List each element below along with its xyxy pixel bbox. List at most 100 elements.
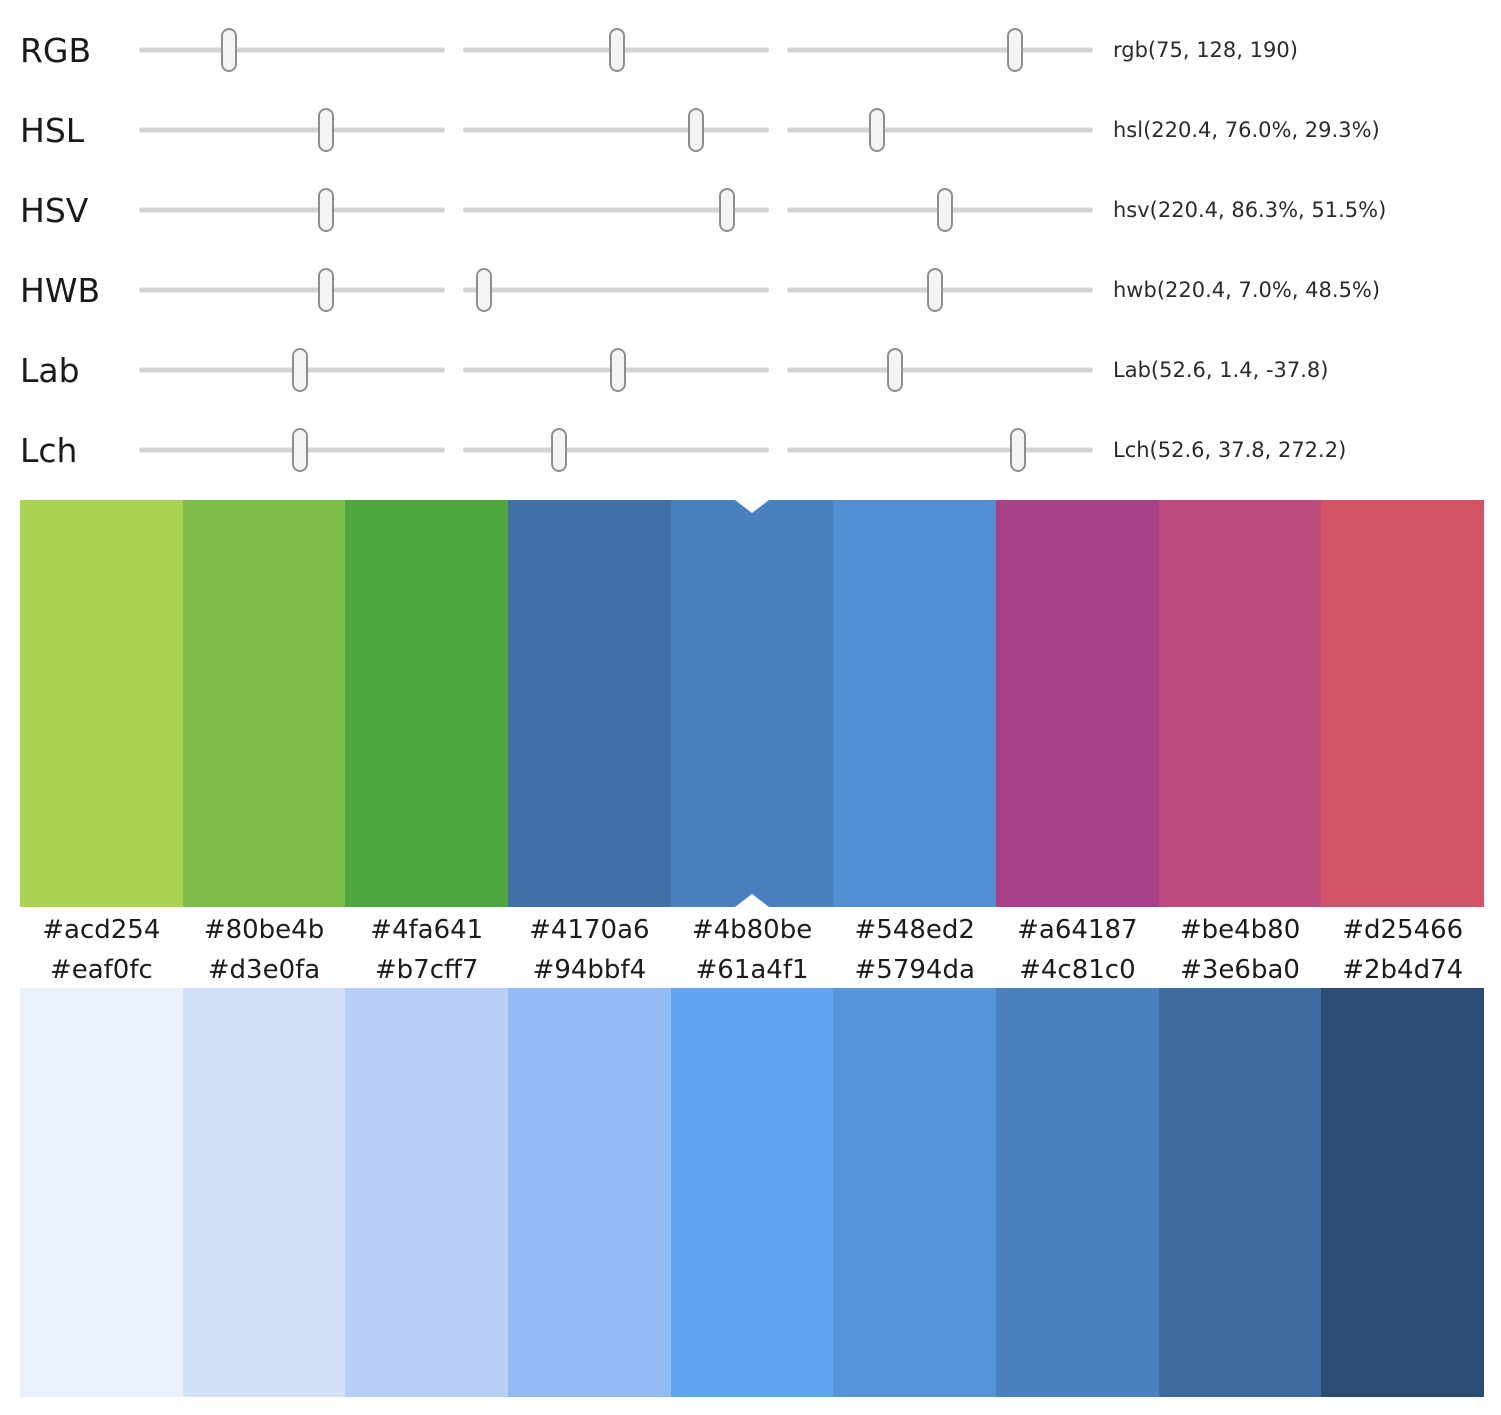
selection-notch-top-icon bbox=[735, 500, 769, 513]
palette-swatch[interactable] bbox=[182, 500, 346, 907]
hsv-value-slider[interactable] bbox=[787, 170, 1093, 250]
palette-swatch[interactable] bbox=[20, 988, 183, 1397]
slider-track[interactable] bbox=[463, 127, 769, 133]
rgb-blue-slider[interactable] bbox=[787, 10, 1093, 90]
slider-track[interactable] bbox=[139, 47, 445, 53]
hsv-saturation-slider[interactable] bbox=[463, 170, 769, 250]
hex-label: #d25466 bbox=[1342, 914, 1464, 945]
palette-swatch[interactable] bbox=[833, 988, 997, 1397]
slider-thumb[interactable] bbox=[609, 348, 626, 392]
slider-track[interactable] bbox=[463, 447, 769, 453]
palette-swatch[interactable] bbox=[508, 988, 671, 1397]
rgb-red-slider[interactable] bbox=[139, 10, 445, 90]
hex-label: #4170a6 bbox=[529, 914, 650, 945]
palette-swatch[interactable] bbox=[1321, 988, 1485, 1397]
slider-thumb[interactable] bbox=[291, 428, 308, 472]
slider-row-lab: Lab Lab(52.6, 1.4, -37.8) bbox=[0, 330, 1501, 410]
lab-a-slider[interactable] bbox=[463, 330, 769, 410]
hex-label: #61a4f1 bbox=[695, 955, 809, 985]
hex-label: #5794da bbox=[854, 955, 975, 985]
slider-row-lch: Lch Lch(52.6, 37.8, 272.2) bbox=[0, 410, 1501, 490]
palette-swatch[interactable] bbox=[1321, 500, 1485, 907]
harmony-hex-labels: #acd254 #80be4b #4fa641 #4170a6 #4b80be … bbox=[20, 907, 1484, 952]
slider-row-rgb: RGB rgb(75, 128, 190) bbox=[0, 10, 1501, 90]
row-label-rgb: RGB bbox=[20, 30, 92, 70]
lch-l-slider[interactable] bbox=[139, 410, 445, 490]
slider-track[interactable] bbox=[787, 127, 1093, 133]
lab-value-readout: Lab(52.6, 1.4, -37.8) bbox=[1113, 358, 1329, 382]
lightness-hex-labels: #eaf0fc #d3e0fa #b7cff7 #94bbf4 #61a4f1 … bbox=[20, 952, 1484, 988]
palette-swatch[interactable] bbox=[20, 500, 183, 907]
row-label-hwb: HWB bbox=[20, 270, 101, 310]
lch-chroma-slider[interactable] bbox=[463, 410, 769, 490]
slider-thumb[interactable] bbox=[936, 188, 953, 232]
hwb-hue-slider[interactable] bbox=[139, 250, 445, 330]
palette-swatch[interactable] bbox=[1158, 988, 1322, 1397]
palette-swatch[interactable] bbox=[833, 500, 997, 907]
selection-notch-bottom-icon bbox=[735, 894, 769, 907]
hex-label: #4b80be bbox=[691, 914, 813, 945]
slider-track[interactable] bbox=[787, 447, 1093, 453]
hsl-saturation-slider[interactable] bbox=[463, 90, 769, 170]
slider-thumb[interactable] bbox=[687, 108, 704, 152]
slider-track[interactable] bbox=[787, 367, 1093, 373]
slider-thumb[interactable] bbox=[318, 108, 335, 152]
rgb-green-slider[interactable] bbox=[463, 10, 769, 90]
palette-swatch-selected[interactable] bbox=[670, 500, 834, 907]
slider-track[interactable] bbox=[787, 47, 1093, 53]
hex-label: #be4b80 bbox=[1179, 914, 1301, 945]
slider-thumb[interactable] bbox=[551, 428, 568, 472]
palette-swatch[interactable] bbox=[670, 988, 834, 1397]
slider-track[interactable] bbox=[139, 127, 445, 133]
lch-hue-slider[interactable] bbox=[787, 410, 1093, 490]
row-label-hsv: HSV bbox=[20, 190, 89, 230]
slider-row-hsv: HSV hsv(220.4, 86.3%, 51.5%) bbox=[0, 170, 1501, 250]
palette-swatch[interactable] bbox=[996, 988, 1159, 1397]
slider-row-hsl: HSL hsl(220.4, 76.0%, 29.3%) bbox=[0, 90, 1501, 170]
hex-label: #d3e0fa bbox=[207, 955, 321, 985]
hex-label: #2b4d74 bbox=[1342, 955, 1464, 985]
slider-thumb[interactable] bbox=[886, 348, 903, 392]
hex-label: #4fa641 bbox=[370, 914, 484, 945]
palette-swatch[interactable] bbox=[345, 988, 509, 1397]
hsl-lightness-slider[interactable] bbox=[787, 90, 1093, 170]
hex-label: #b7cff7 bbox=[374, 955, 479, 985]
slider-thumb[interactable] bbox=[608, 28, 625, 72]
slider-thumb[interactable] bbox=[221, 28, 237, 72]
slider-thumb[interactable] bbox=[476, 268, 493, 312]
slider-thumb[interactable] bbox=[927, 268, 944, 312]
slider-thumb[interactable] bbox=[318, 268, 335, 312]
palette-swatch[interactable] bbox=[345, 500, 509, 907]
hsl-hue-slider[interactable] bbox=[139, 90, 445, 170]
slider-track[interactable] bbox=[463, 207, 769, 213]
slider-thumb[interactable] bbox=[868, 108, 885, 152]
slider-thumb[interactable] bbox=[1007, 28, 1023, 72]
hwb-blackness-slider[interactable] bbox=[787, 250, 1093, 330]
slider-thumb[interactable] bbox=[1010, 428, 1027, 472]
hwb-value-readout: hwb(220.4, 7.0%, 48.5%) bbox=[1113, 278, 1381, 302]
slider-track[interactable] bbox=[139, 207, 445, 213]
hex-label: #4c81c0 bbox=[1019, 955, 1136, 985]
hsv-hue-slider[interactable] bbox=[139, 170, 445, 250]
slider-thumb[interactable] bbox=[719, 188, 736, 232]
palette-swatch[interactable] bbox=[1158, 500, 1322, 907]
lch-value-readout: Lch(52.6, 37.8, 272.2) bbox=[1113, 438, 1347, 462]
row-label-lch: Lch bbox=[20, 430, 78, 470]
lightness-palette-strip bbox=[20, 988, 1485, 1397]
row-label-hsl: HSL bbox=[20, 110, 85, 150]
harmony-palette-strip bbox=[20, 500, 1485, 907]
hex-label: #94bbf4 bbox=[532, 955, 647, 985]
hsv-value-readout: hsv(220.4, 86.3%, 51.5%) bbox=[1113, 198, 1387, 222]
slider-thumb[interactable] bbox=[291, 348, 308, 392]
palette-swatch[interactable] bbox=[996, 500, 1159, 907]
slider-track[interactable] bbox=[139, 287, 445, 293]
hsl-value-readout: hsl(220.4, 76.0%, 29.3%) bbox=[1113, 118, 1380, 142]
palette-swatch[interactable] bbox=[182, 988, 346, 1397]
lab-b-slider[interactable] bbox=[787, 330, 1093, 410]
slider-thumb[interactable] bbox=[318, 188, 335, 232]
hex-label: #548ed2 bbox=[854, 914, 975, 945]
palette-swatch[interactable] bbox=[508, 500, 671, 907]
hwb-whiteness-slider[interactable] bbox=[463, 250, 769, 330]
slider-track[interactable] bbox=[463, 287, 769, 293]
lab-l-slider[interactable] bbox=[139, 330, 445, 410]
